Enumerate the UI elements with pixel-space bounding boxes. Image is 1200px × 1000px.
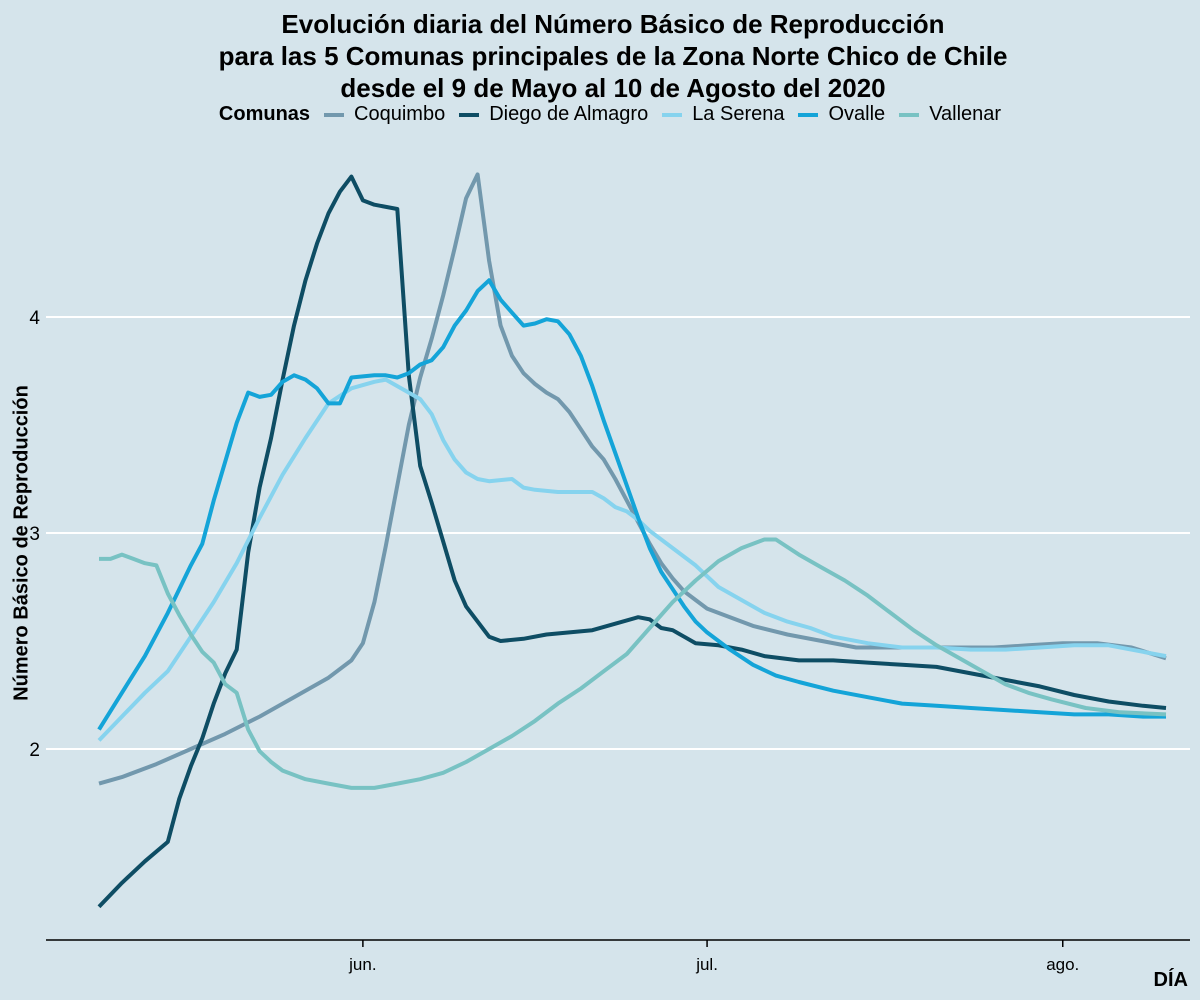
chart-title-line-3: desde el 9 de Mayo al 10 de Agosto del 2… xyxy=(340,73,886,103)
legend-item-diego-de-almagro: Diego de Almagro xyxy=(459,103,648,126)
y-tick-label: 2 xyxy=(29,740,40,761)
chart-title-line-1: Evolución diaria del Número Básico de Re… xyxy=(281,9,945,39)
legend-key xyxy=(899,112,920,117)
legend-label: La Serena xyxy=(692,103,785,125)
legend-item-coquimbo: Coquimbo xyxy=(324,103,445,126)
y-tick-label: 4 xyxy=(29,308,40,329)
y-axis-label: Número Básico de Reproducción xyxy=(10,385,33,701)
legend-key xyxy=(324,112,345,117)
chart-title: Evolución diaria del Número Básico de Re… xyxy=(0,8,1200,104)
series-line-diego-de-almagro xyxy=(97,174,1167,909)
x-tick-label: jun. xyxy=(348,955,376,974)
legend: Comunas Coquimbo Diego de Almagro La Seren… xyxy=(0,103,1200,126)
series-line-vallenar xyxy=(99,537,1167,790)
x-tick-label: jul. xyxy=(695,955,718,974)
series-line-ovalle xyxy=(97,278,1166,731)
legend-label: Vallenar xyxy=(929,103,1002,125)
legend-item-vallenar: Vallenar xyxy=(899,103,1001,126)
series-line-coquimbo xyxy=(98,172,1167,786)
legend-label: Coquimbo xyxy=(354,103,446,125)
legend-label: Diego de Almagro xyxy=(489,103,649,125)
legend-title: Comunas xyxy=(218,103,311,125)
legend-key xyxy=(662,112,683,117)
legend-label: Ovalle xyxy=(828,103,886,125)
legend-key xyxy=(798,112,819,117)
legend-key xyxy=(459,112,480,117)
chart-title-line-2: para las 5 Comunas principales de la Zon… xyxy=(218,41,1008,71)
y-tick-label: 3 xyxy=(29,524,40,545)
x-axis-label: DÍA xyxy=(1153,969,1188,991)
legend-item-la-serena: La Serena xyxy=(662,103,784,126)
x-tick-label: ago. xyxy=(1046,955,1079,974)
series-line-la-serena xyxy=(97,377,1167,742)
legend-item-ovalle: Ovalle xyxy=(798,103,885,126)
